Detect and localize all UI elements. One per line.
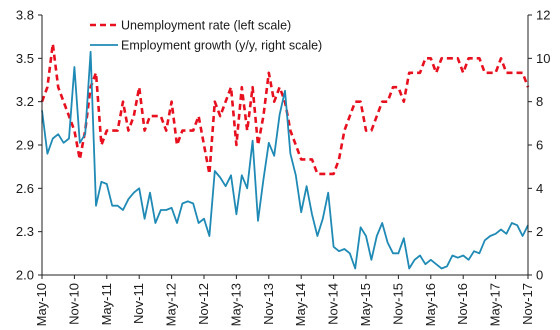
x-tick-label: May-14 (293, 283, 308, 326)
x-tick-label: Nov-13 (261, 283, 276, 325)
left-tick-label: 2.0 (16, 268, 34, 283)
x-tick-label: Nov-12 (196, 283, 211, 325)
x-tick-label: Nov-10 (66, 283, 81, 325)
x-tick-label: Nov-15 (390, 283, 405, 325)
legend: Unemployment rate (left scale) Employmen… (90, 19, 322, 53)
right-tick-label: 2 (536, 224, 543, 239)
x-tick-label: May-10 (34, 283, 49, 326)
x-tick-label: Nov-14 (326, 283, 341, 325)
x-tick-label: Nov-17 (520, 283, 535, 325)
left-tick-label: 2.9 (16, 138, 34, 153)
right-tick-label: 0 (536, 268, 543, 283)
axis-layer: 2.0 2.3 2.6 2.9 3.2 3.5 3.8 0 2 4 6 8 10 12 May-10 Nov-… (16, 8, 551, 327)
right-tick-label: 4 (536, 181, 543, 196)
x-tick-label: May-13 (228, 283, 243, 326)
x-tick-label: May-11 (99, 283, 114, 325)
x-tick-label: May-12 (164, 283, 179, 326)
x-tick-label: Nov-11 (131, 283, 146, 324)
right-tick-label: 6 (536, 138, 543, 153)
legend-label-employment-growth: Employment growth (y/y, right scale) (121, 39, 322, 53)
left-tick-label: 3.5 (16, 51, 34, 66)
series-line-unemployment (40, 42, 530, 176)
right-tick-label: 12 (536, 8, 550, 23)
series-line-employment-growth (41, 50, 529, 270)
right-tick-label: 10 (536, 51, 550, 66)
x-tick-label: May-17 (488, 283, 503, 326)
x-tick-label: Nov-16 (455, 283, 470, 325)
left-tick-label: 3.8 (16, 8, 34, 23)
left-tick-label: 2.6 (16, 181, 34, 196)
left-tick-label: 3.2 (16, 94, 34, 109)
legend-label-unemployment: Unemployment rate (left scale) (121, 19, 291, 33)
x-tick-label: May-16 (423, 283, 438, 326)
left-tick-label: 2.3 (16, 224, 34, 239)
right-tick-label: 8 (536, 94, 543, 109)
series-layer (40, 42, 530, 270)
x-tick-label: May-15 (358, 283, 373, 326)
